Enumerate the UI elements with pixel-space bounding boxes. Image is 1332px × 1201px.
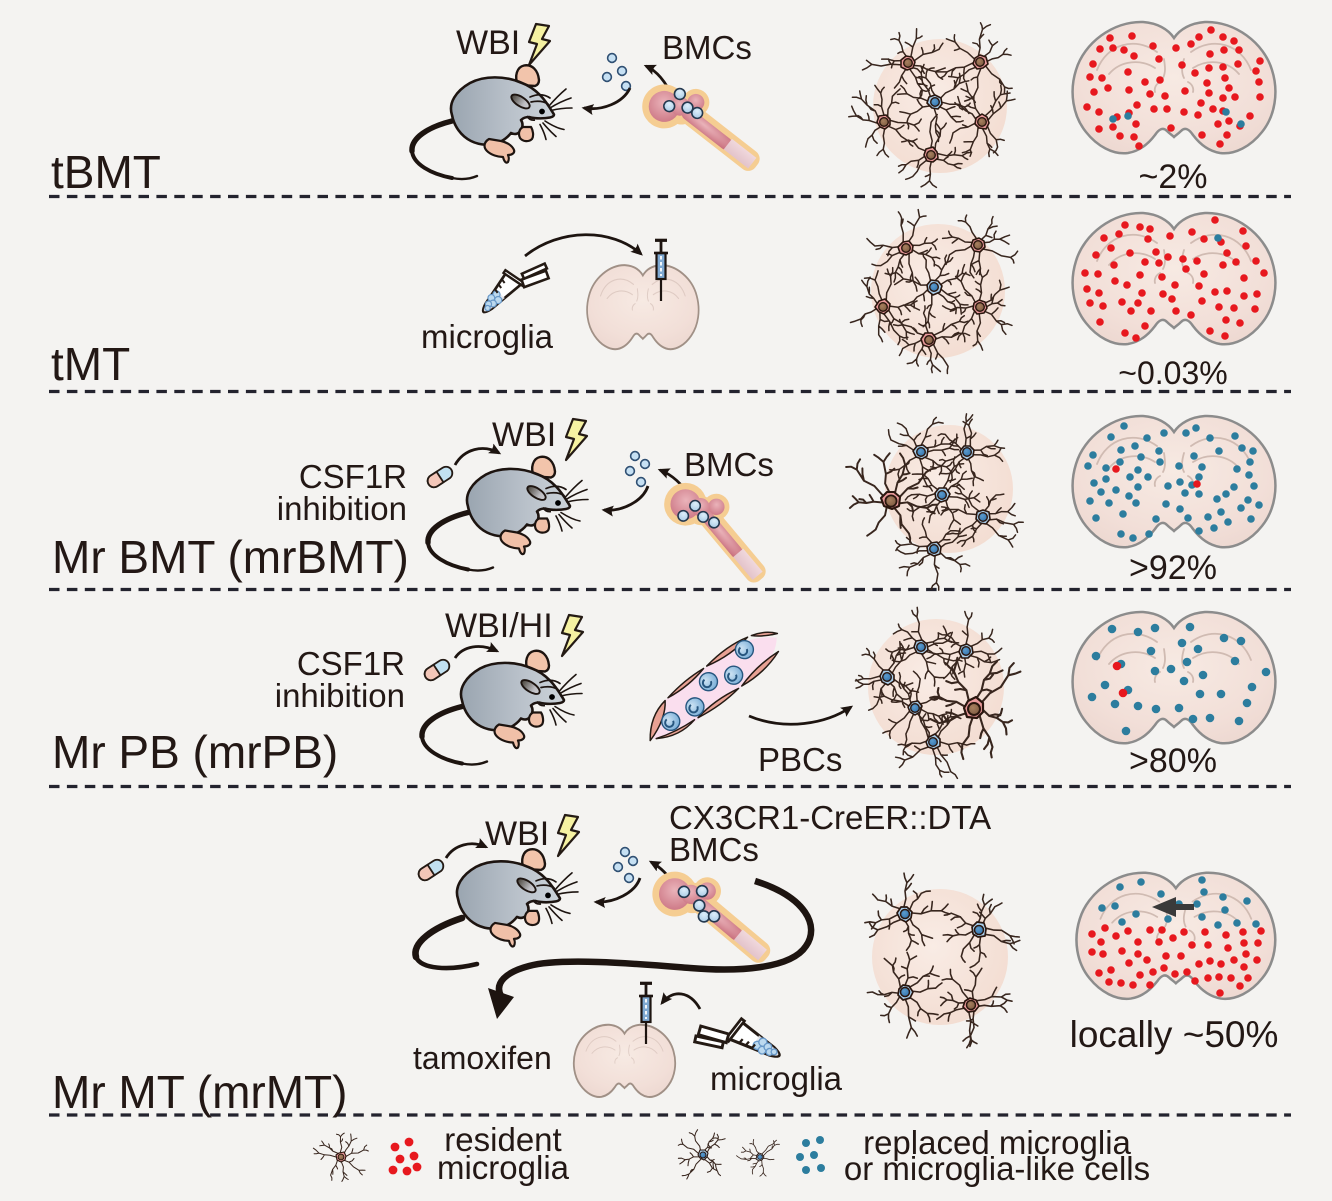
svg-text:microglia: microglia [437,1149,570,1186]
svg-text:CSF1R: CSF1R [297,645,405,682]
svg-text:Mr MT (mrMT): Mr MT (mrMT) [52,1066,347,1118]
svg-text:resident: resident [444,1121,561,1158]
svg-text:CSF1R: CSF1R [299,458,407,495]
svg-text:BMCs: BMCs [662,29,752,66]
svg-text:~2%: ~2% [1139,158,1208,196]
svg-text:locally ~50%: locally ~50% [1070,1014,1279,1055]
svg-text:Mr BMT (mrBMT): Mr BMT (mrBMT) [52,531,409,583]
svg-text:WBI: WBI [456,24,520,62]
svg-text:BMCs: BMCs [669,831,759,868]
svg-text:tMT: tMT [51,338,130,390]
svg-text:>80%: >80% [1129,742,1217,780]
svg-text:replaced microglia: replaced microglia [863,1124,1131,1161]
svg-text:tBMT: tBMT [51,146,161,198]
svg-text:or microglia-like cells: or microglia-like cells [844,1150,1150,1187]
svg-text:PBCs: PBCs [758,741,842,778]
svg-text:CX3CR1-CreER::DTA: CX3CR1-CreER::DTA [669,799,991,836]
svg-text:>92%: >92% [1129,549,1217,587]
svg-text:WBI: WBI [485,815,549,853]
svg-text:inhibition: inhibition [275,677,405,714]
svg-text:BMCs: BMCs [684,446,774,483]
svg-text:WBI: WBI [492,416,556,454]
svg-text:microglia: microglia [421,318,554,355]
svg-text:Mr PB (mrPB): Mr PB (mrPB) [52,726,338,778]
svg-text:WBI/HI: WBI/HI [445,607,553,645]
svg-text:microglia: microglia [710,1060,843,1097]
svg-text:tamoxifen: tamoxifen [413,1040,552,1076]
svg-text:inhibition: inhibition [277,490,407,527]
svg-text:~0.03%: ~0.03% [1118,355,1227,391]
